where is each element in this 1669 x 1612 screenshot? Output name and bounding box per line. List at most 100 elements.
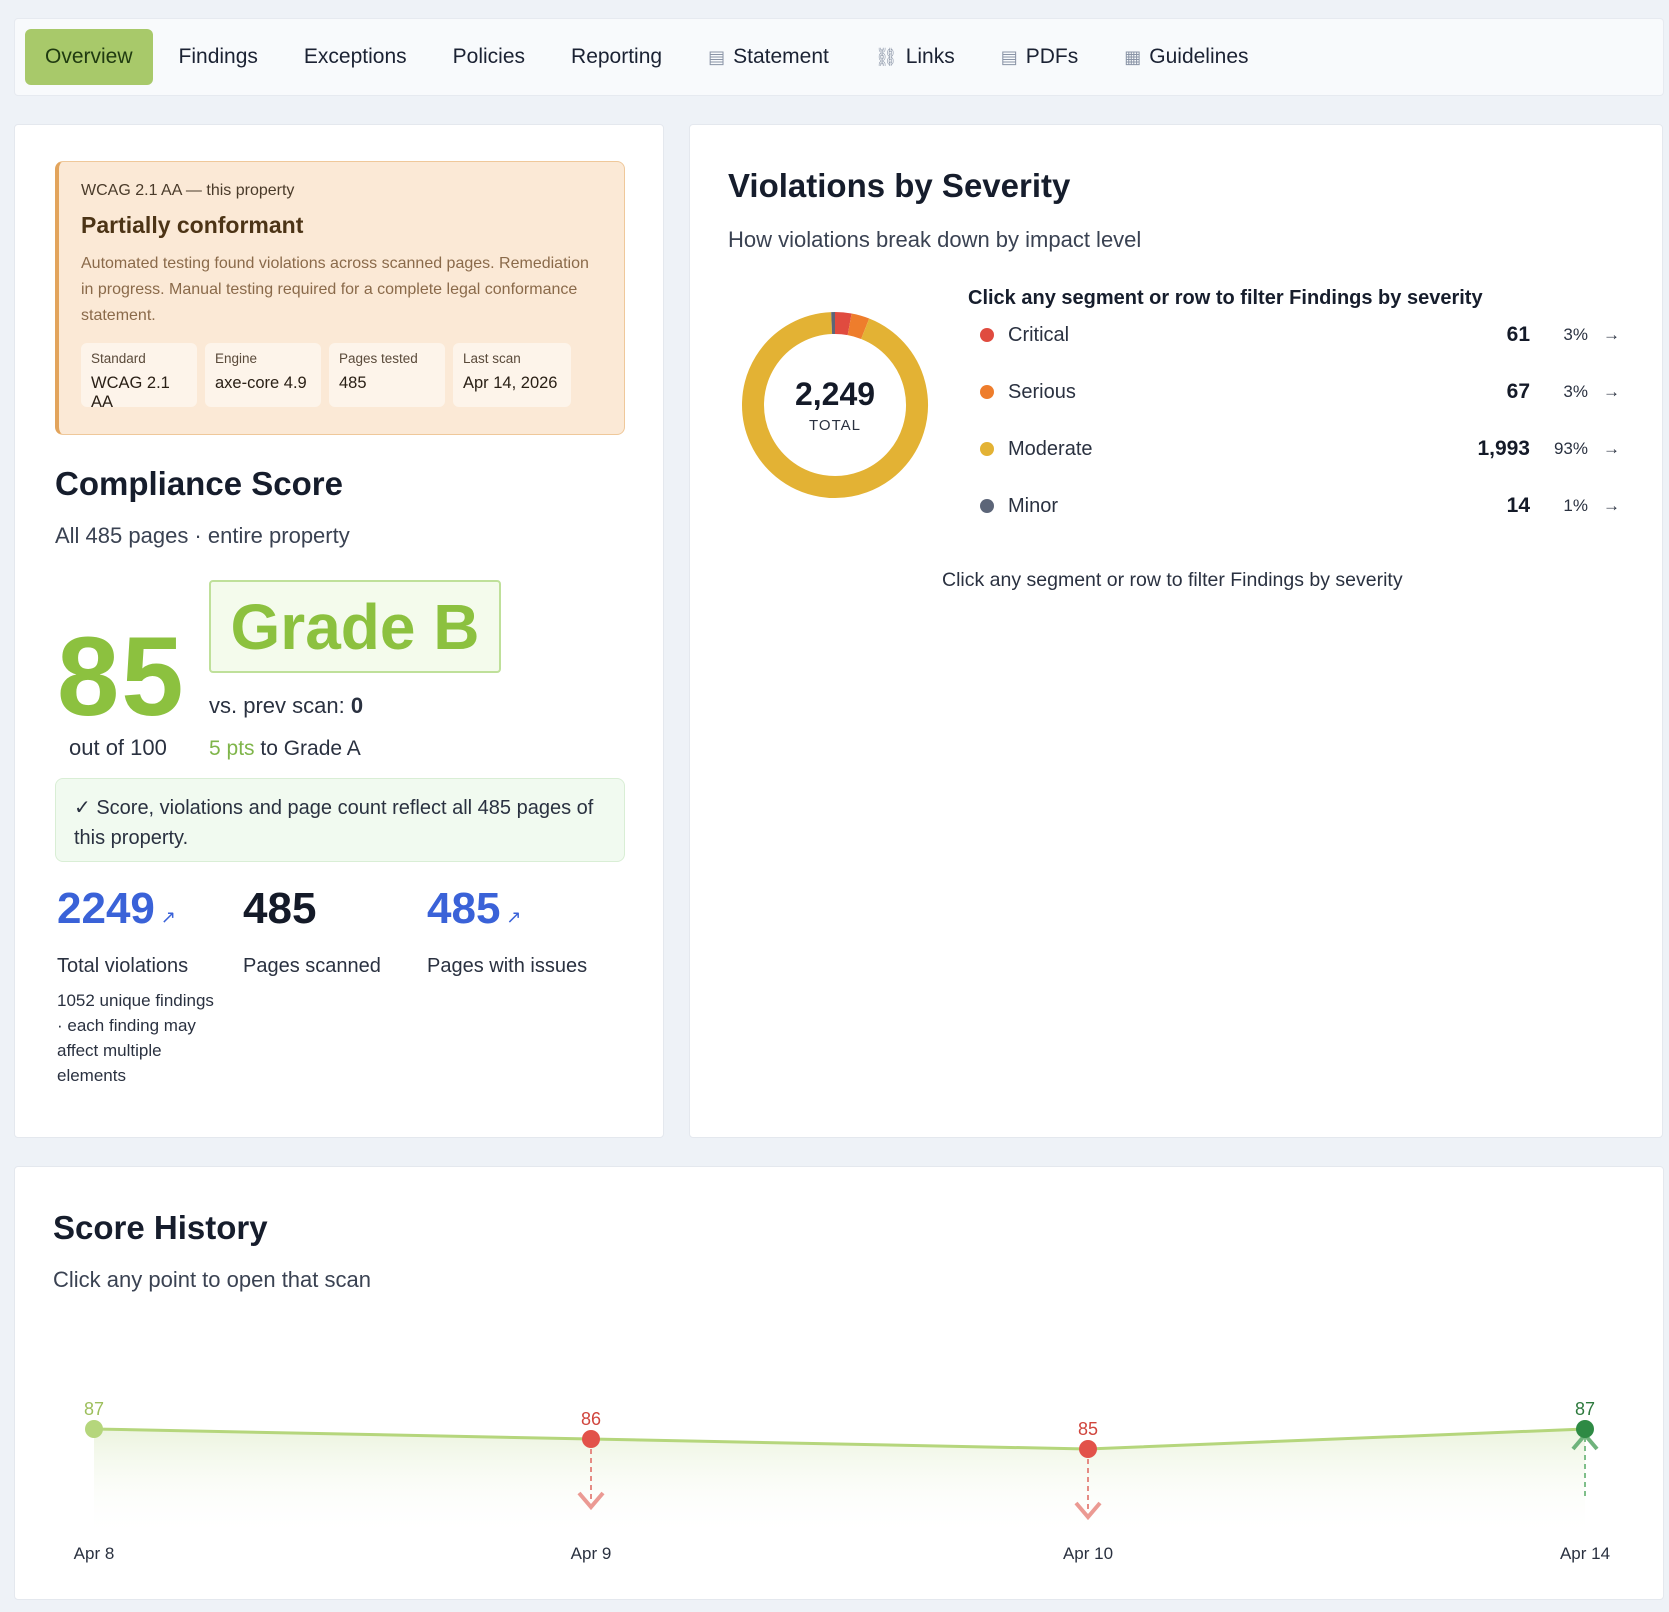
tab-label: Reporting xyxy=(571,45,663,68)
tab-pdfs[interactable]: ▤ PDFs xyxy=(981,29,1099,85)
link-icon: ⛓ xyxy=(874,46,898,67)
tab-label: Statement xyxy=(733,45,829,68)
compliance-card: WCAG 2.1 AA — this property Partially co… xyxy=(14,124,664,1138)
donut-segment-serious[interactable] xyxy=(847,313,870,340)
conformance-title: Partially conformant xyxy=(81,212,304,238)
arrow-down-icon xyxy=(577,1491,605,1511)
conformance-stat: Pages tested 485 xyxy=(329,343,445,407)
conformance-stat: Engine axe-core 4.9 xyxy=(205,343,321,407)
tab-policies[interactable]: Policies xyxy=(433,29,545,85)
document-icon: ▤ xyxy=(1000,46,1018,67)
severity-dot xyxy=(980,442,994,456)
vs-prev-scan: vs. prev scan: 0 xyxy=(209,693,363,719)
stat-value: WCAG 2.1 AA xyxy=(91,374,170,411)
severity-name: Critical xyxy=(1008,323,1070,346)
severity-dot xyxy=(980,385,994,399)
conformance-description: Automated testing found violations acros… xyxy=(81,255,589,324)
grade-badge: Grade B xyxy=(209,580,501,673)
violations-subtitle: How violations break down by impact leve… xyxy=(728,227,1142,252)
history-line xyxy=(93,1427,1586,1451)
stat-label: Engine xyxy=(215,351,258,366)
stat-value: axe-core 4.9 xyxy=(215,374,307,392)
tab-label: Policies xyxy=(452,45,526,68)
donut-segment-critical[interactable] xyxy=(834,312,852,336)
tab-label: Exceptions xyxy=(303,45,407,68)
metric-detail: 1052 unique findings · each finding may … xyxy=(57,991,214,1085)
tab-links[interactable]: ⛓ Links xyxy=(855,29,975,85)
history-x-label: Apr 9 xyxy=(571,1544,612,1563)
history-title: Score History xyxy=(53,1209,268,1246)
metric-pages-with-issues[interactable]: 485 ↗ Pages with issues xyxy=(427,887,587,978)
severity-name: Minor xyxy=(1008,494,1059,517)
severity-count: 67 xyxy=(1506,380,1530,403)
external-link-icon[interactable]: ↗ xyxy=(160,907,176,927)
score-history-chart: 87 Apr 8 86 Apr 9 85 Apr 10 87 Apr 14 xyxy=(74,1399,1610,1563)
external-link-icon[interactable]: ↗ xyxy=(506,907,522,927)
score-history-card: 87 Apr 8 86 Apr 9 85 Apr 10 87 Apr 14 Score His… xyxy=(14,1166,1664,1600)
conformance-stat: Last scan Apr 14, 2026 xyxy=(453,343,571,407)
tab-exceptions[interactable]: Exceptions xyxy=(284,29,427,85)
score-value: 85 xyxy=(57,614,186,739)
tab-overview[interactable]: Overview xyxy=(25,29,153,85)
metric-value: 485 xyxy=(243,884,317,933)
arrow-right-icon[interactable]: → xyxy=(1603,325,1620,344)
points-value: 5 pts xyxy=(209,737,255,760)
severity-row-critical[interactable]: Critical 61 3% → xyxy=(980,315,1620,355)
conformance-stat: Standard WCAG 2.1 AA xyxy=(81,343,197,411)
violations-card: Violations by Severity How violations br… xyxy=(689,124,1663,1138)
severity-percent: 1% xyxy=(1563,496,1588,515)
history-point[interactable] xyxy=(1079,1440,1097,1458)
tab-bar: Overview Findings Exceptions Policies Report… xyxy=(14,18,1664,96)
metric-value[interactable]: 485 xyxy=(427,884,501,933)
severity-count: 14 xyxy=(1506,494,1530,517)
arrow-right-icon[interactable]: → xyxy=(1603,382,1620,401)
tab-label: Findings xyxy=(178,45,258,68)
coverage-note: ✓ Score, violations and page count refle… xyxy=(55,778,625,862)
severity-name: Serious xyxy=(1008,380,1076,403)
tab-statement[interactable]: ▤ Statement xyxy=(688,29,849,85)
violations-title: Violations by Severity xyxy=(728,167,1071,204)
stat-label: Pages tested xyxy=(339,351,418,366)
severity-row-moderate[interactable]: Moderate 1,993 93% → xyxy=(980,429,1620,469)
conformance-stats: Standard WCAG 2.1 AA Engine axe-core 4.9 Pag… xyxy=(81,343,602,411)
arrow-right-icon[interactable]: → xyxy=(1603,496,1620,515)
tab-guidelines[interactable]: ▦ Guidelines xyxy=(1104,29,1268,85)
donut-total-label: TOTAL xyxy=(809,417,861,434)
vs-prev-value: 0 xyxy=(350,693,364,718)
history-x-label: Apr 14 xyxy=(1560,1544,1610,1563)
metric-value[interactable]: 2249 xyxy=(57,884,155,933)
tab-findings[interactable]: Findings xyxy=(159,29,278,85)
compliance-title: Compliance Score xyxy=(55,465,343,502)
metric-label: Total violations xyxy=(57,955,189,977)
stat-value: Apr 14, 2026 xyxy=(463,374,558,392)
history-subtitle: Click any point to open that scan xyxy=(53,1267,371,1292)
document-icon: ▤ xyxy=(708,46,726,67)
metric-total-violations[interactable]: 2249 ↗ Total violations 1052 unique findi… xyxy=(57,887,217,1088)
history-point[interactable] xyxy=(1576,1420,1594,1438)
severity-percent: 3% xyxy=(1563,382,1588,401)
severity-donut-chart[interactable] xyxy=(740,310,930,500)
severity-percent: 3% xyxy=(1563,325,1588,344)
tab-reporting[interactable]: Reporting xyxy=(551,29,682,85)
history-point[interactable] xyxy=(582,1430,600,1448)
history-x-label: Apr 10 xyxy=(1063,1544,1113,1563)
severity-count: 1,993 xyxy=(1477,437,1530,460)
history-point-label: 87 xyxy=(1575,1399,1595,1419)
metric-pages-scanned: 485 Pages scanned xyxy=(243,887,381,978)
tab-label: Overview xyxy=(45,45,133,68)
severity-row-minor[interactable]: Minor 14 1% → xyxy=(980,486,1620,526)
arrow-right-icon[interactable]: → xyxy=(1603,439,1620,458)
metric-label: Pages scanned xyxy=(243,955,381,977)
arrow-down-icon xyxy=(1074,1501,1102,1521)
severity-dot xyxy=(980,328,994,342)
donut-total: 2,249 xyxy=(794,376,876,412)
conformance-banner: WCAG 2.1 AA — this property Partially co… xyxy=(55,161,625,435)
donut-segment-moderate[interactable] xyxy=(742,312,928,498)
violations-hint: Click any segment or row to filter Findi… xyxy=(968,287,1483,309)
history-x-label: Apr 8 xyxy=(74,1544,115,1563)
history-point[interactable] xyxy=(85,1420,103,1438)
severity-row-serious[interactable]: Serious 67 3% → xyxy=(980,372,1620,412)
severity-name: Moderate xyxy=(1008,437,1093,460)
clipboard-icon: ▦ xyxy=(1124,46,1142,67)
tab-label: Guidelines xyxy=(1149,45,1249,68)
